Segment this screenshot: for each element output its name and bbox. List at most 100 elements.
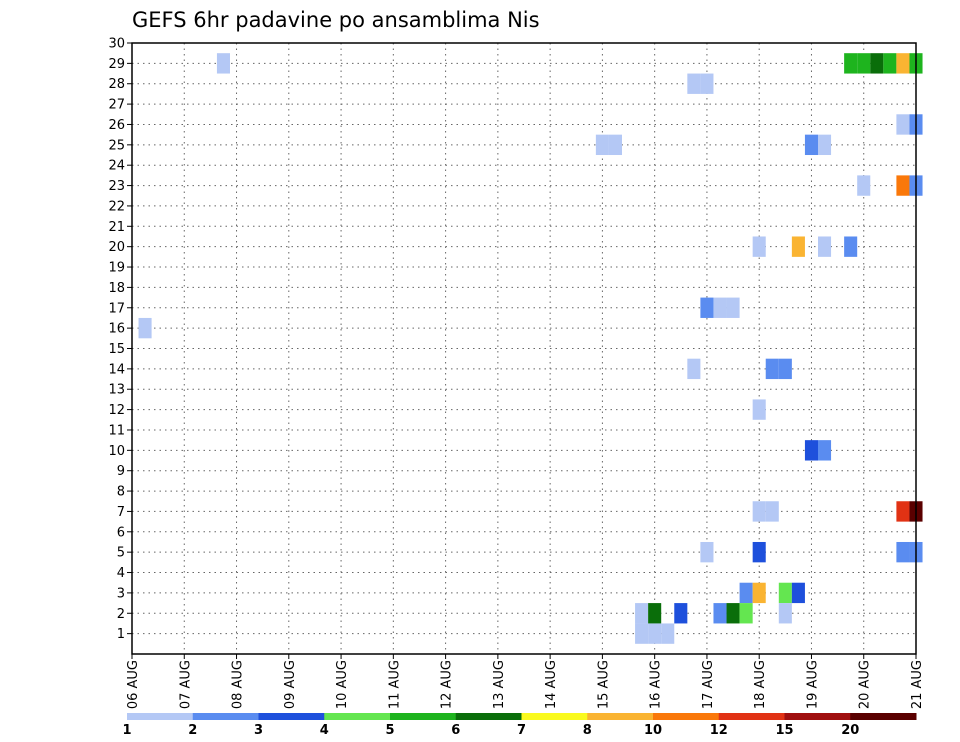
- x-tick-label: 20 AUG: [858, 660, 873, 709]
- data-cell: [726, 297, 740, 318]
- x-tick-label: 17 AUG: [701, 660, 716, 709]
- data-cell: [818, 134, 832, 156]
- y-tick-label: 17: [108, 301, 125, 316]
- data-cell: [896, 114, 910, 135]
- legend-label: 7: [517, 723, 526, 738]
- legend-swatch: [718, 713, 785, 720]
- data-cell: [595, 134, 609, 156]
- data-cell: [870, 53, 884, 74]
- y-tick-label: 16: [108, 322, 125, 337]
- x-tick-label: 12 AUG: [440, 660, 455, 709]
- data-cell: [608, 134, 622, 156]
- data-cell: [635, 603, 649, 624]
- legend-label: 2: [188, 723, 197, 738]
- x-tick-label: 13 AUG: [492, 660, 507, 709]
- data-cell: [765, 501, 779, 522]
- legend-swatch: [258, 713, 325, 720]
- chart-title: GEFS 6hr padavine po ansamblima Nis: [132, 8, 540, 32]
- legend-swatch: [521, 713, 588, 720]
- data-cell: [804, 440, 818, 461]
- data-cell: [739, 603, 753, 624]
- y-tick-label: 1: [117, 627, 125, 642]
- data-cell: [896, 175, 910, 196]
- y-tick-label: 11: [108, 423, 125, 438]
- data-cells: [138, 53, 923, 644]
- data-cell: [700, 541, 714, 563]
- y-tick-label: 12: [108, 403, 125, 418]
- legend-swatch: [455, 713, 522, 720]
- data-cell: [791, 236, 805, 257]
- data-cell: [791, 582, 805, 604]
- data-cell: [700, 297, 714, 318]
- y-tick-label: 23: [108, 179, 125, 194]
- data-cell: [778, 582, 792, 604]
- y-tick-label: 6: [117, 525, 125, 540]
- x-tick-label: 09 AUG: [283, 660, 298, 709]
- x-tick-label: 15 AUG: [596, 660, 611, 709]
- data-cell: [883, 53, 897, 74]
- x-tick-label: 19 AUG: [805, 660, 820, 709]
- legend-label: 20: [841, 723, 859, 738]
- x-tick-label: 21 AUG: [910, 660, 925, 709]
- x-tick-label: 10 AUG: [335, 660, 350, 709]
- data-cell: [648, 603, 662, 624]
- data-cell: [778, 358, 792, 380]
- y-tick-label: 5: [117, 546, 125, 561]
- legend-swatch: [324, 713, 391, 720]
- data-cell: [661, 623, 675, 644]
- data-cell: [752, 582, 766, 604]
- x-tick-label: 08 AUG: [231, 660, 246, 709]
- legend-swatch: [127, 713, 194, 720]
- legend-swatch: [192, 713, 259, 720]
- data-cell: [844, 236, 858, 257]
- data-cell: [844, 53, 858, 74]
- y-tick-label: 2: [117, 607, 125, 622]
- data-cell: [752, 236, 766, 257]
- y-tick-label: 19: [108, 261, 125, 276]
- y-tick-label: 3: [117, 586, 125, 601]
- legend-swatch: [587, 713, 654, 720]
- legend-label: 5: [385, 723, 394, 738]
- legend-label: 10: [644, 723, 662, 738]
- data-cell: [687, 358, 701, 380]
- x-axis: 06 AUG 07 AUG 08 AUG 09 AUG 10 AUG 11 AUG 12 A…: [126, 654, 925, 709]
- legend-swatch: [784, 713, 851, 720]
- x-tick-label: 18 AUG: [753, 660, 768, 709]
- y-tick-label: 8: [117, 485, 125, 500]
- data-cell: [713, 297, 727, 318]
- x-tick-label: 07 AUG: [178, 660, 193, 709]
- y-tick-label: 28: [108, 77, 125, 92]
- legend-label: 15: [775, 723, 793, 738]
- x-tick-label: 14 AUG: [544, 660, 559, 709]
- data-cell: [648, 623, 662, 644]
- data-cell: [687, 73, 701, 94]
- data-cell: [896, 501, 910, 522]
- legend-swatch: [390, 713, 457, 720]
- data-cell: [674, 603, 688, 624]
- grid: [132, 43, 916, 654]
- data-cell: [818, 440, 832, 461]
- data-cell: [635, 623, 649, 644]
- data-cell: [896, 53, 910, 74]
- data-cell: [726, 603, 740, 624]
- legend-label: 8: [583, 723, 592, 738]
- data-cell: [700, 73, 714, 94]
- data-cell: [818, 236, 832, 257]
- legend-label: 3: [254, 723, 263, 738]
- y-tick-label: 9: [117, 464, 125, 479]
- y-tick-label: 29: [108, 57, 125, 72]
- legend-label: 4: [320, 723, 329, 738]
- y-tick-label: 25: [108, 138, 125, 153]
- data-cell: [857, 53, 871, 74]
- y-tick-label: 24: [108, 159, 125, 174]
- y-tick-label: 7: [117, 505, 125, 520]
- data-cell: [765, 358, 779, 380]
- data-cell: [138, 317, 152, 339]
- data-cell: [752, 399, 766, 420]
- x-tick-label: 11 AUG: [387, 660, 402, 709]
- x-tick-label: 06 AUG: [126, 660, 141, 709]
- y-axis: 1234567891011121314151617181920212223242…: [108, 37, 132, 642]
- data-cell: [739, 582, 753, 604]
- data-cell: [896, 541, 910, 563]
